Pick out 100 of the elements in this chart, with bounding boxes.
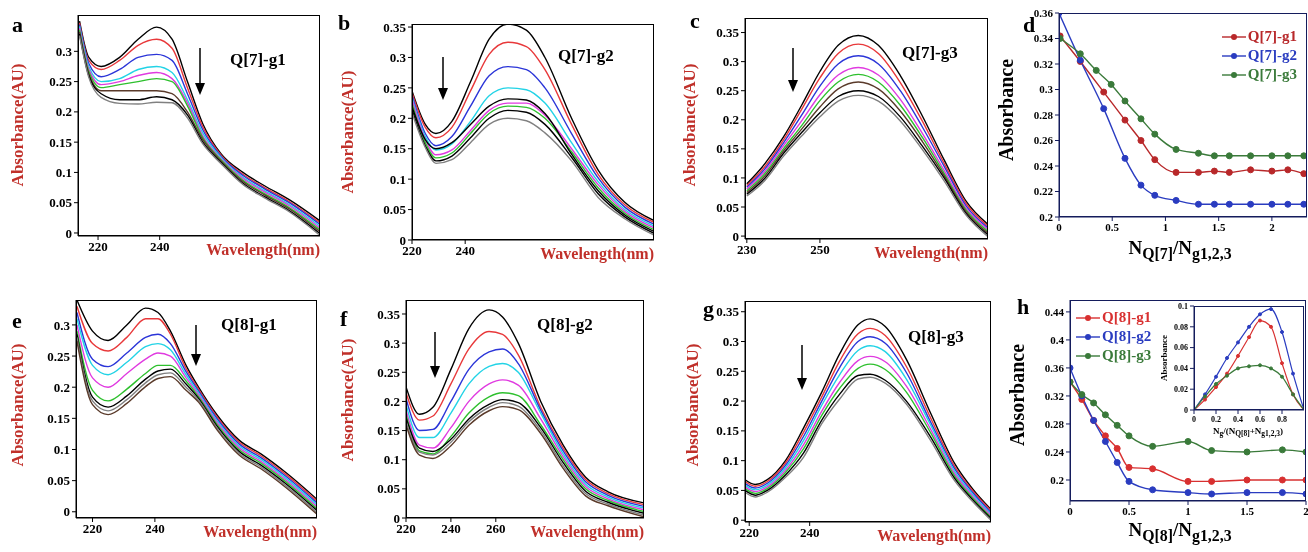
y-tick-label: 0.2 xyxy=(389,110,406,126)
chart-title: g xyxy=(703,296,714,321)
x-tick-label: 220 xyxy=(82,521,103,537)
x-tick-label: 2 xyxy=(1269,220,1276,233)
y-tick-label: 0.06 xyxy=(1174,343,1188,353)
y-tick-label: 0.3 xyxy=(53,317,71,333)
y-tick-label: 0.28 xyxy=(1033,108,1054,121)
y-tick-label: 0.1 xyxy=(722,170,739,186)
y-tick-label: 0.1 xyxy=(55,165,72,181)
y-tick-label: 0.3 xyxy=(722,54,740,70)
y-axis-title: Absorbance xyxy=(1159,334,1169,382)
y-tick-label: 0.15 xyxy=(47,410,71,426)
x-tick-label: 220 xyxy=(739,525,759,541)
y-tick-label: 0.25 xyxy=(716,83,740,99)
x-tick-label: 1.5 xyxy=(1240,504,1255,517)
y-axis-title: Absorbance(AU) xyxy=(338,70,358,194)
x-tick-label: 0.4 xyxy=(1233,414,1243,424)
x-tick-label: 0 xyxy=(1192,414,1196,424)
legend-label: Q[8]-g2 xyxy=(1102,327,1152,346)
y-tick-label: 0.08 xyxy=(1174,322,1188,332)
y-tick-label: 0.26 xyxy=(1033,134,1054,147)
x-tick-label: 260 xyxy=(486,521,506,537)
y-axis-title: Absorbance(AU) xyxy=(338,338,358,462)
x-axis-title: N$_{Q[8]}$/N$_{g1,2,3}$ xyxy=(1128,519,1232,545)
y-tick-label: 0.3 xyxy=(383,335,401,351)
y-tick-label: 0.36 xyxy=(1044,361,1065,374)
legend-label: Q[7]-g3 xyxy=(1247,65,1297,84)
x-tick-label: 1 xyxy=(1162,220,1169,233)
y-tick-label: 0.4 xyxy=(1050,333,1065,346)
x-axis-title: Wavelength(nm) xyxy=(200,523,317,541)
y-tick-label: 0.24 xyxy=(1044,445,1065,458)
legend-label: Q[8]-g3 xyxy=(1102,346,1152,365)
x-axis-title: Wavelength(nm) xyxy=(537,245,654,263)
y-tick-label: 0.2 xyxy=(383,394,400,410)
y-tick-label: 0.2 xyxy=(1050,473,1065,486)
y-tick-label: 0.02 xyxy=(1174,385,1188,395)
chart-title: h xyxy=(1017,294,1030,319)
y-tick-label: 0.15 xyxy=(716,423,740,439)
y-axis-title: Absorbance xyxy=(994,58,1018,162)
annotation: Q[8]-g2 xyxy=(537,315,593,335)
y-tick-label: 0.05 xyxy=(49,195,73,211)
y-tick-label: 0.36 xyxy=(1033,6,1054,19)
x-tick-label: 1.5 xyxy=(1211,220,1227,233)
y-tick-label: 0.15 xyxy=(716,141,740,157)
x-tick-label: 240 xyxy=(145,521,165,537)
y-tick-label: 0.22 xyxy=(1033,185,1054,198)
chart-title: e xyxy=(12,308,22,333)
chart-title: c xyxy=(690,8,700,33)
y-axis-title: Absorbance(AU) xyxy=(8,343,28,467)
x-tick-label: 0.5 xyxy=(1105,220,1120,233)
x-tick-label: 0.2 xyxy=(1211,414,1221,424)
y-tick-label: 0.2 xyxy=(1039,210,1054,223)
y-tick-label: 0.04 xyxy=(1174,364,1188,374)
x-tick-label: 250 xyxy=(810,242,830,258)
y-tick-label: 0.32 xyxy=(1044,389,1065,402)
y-tick-label: 0.1 xyxy=(722,453,739,469)
annotation: Q[8]-g3 xyxy=(908,327,964,347)
y-axis-title: Absorbance(AU) xyxy=(8,63,28,187)
annotation: Q[7]-g3 xyxy=(902,43,958,63)
y-tick-label: 0.05 xyxy=(383,202,407,218)
y-tick-label: 0.3 xyxy=(389,50,407,66)
annotation: Q[7]-g2 xyxy=(558,46,614,66)
y-tick-label: 0.25 xyxy=(716,363,740,379)
chart-title: b xyxy=(338,10,351,35)
y-tick-label: 0.35 xyxy=(716,25,740,41)
y-axis-title: Absorbance(AU) xyxy=(683,343,703,467)
y-axis-title: Absorbance xyxy=(1005,343,1029,447)
chart-title: a xyxy=(12,12,23,37)
y-tick-label: 0.2 xyxy=(53,379,70,395)
y-tick-label: 0.1 xyxy=(389,171,406,187)
legend-label: Q[8]-g1 xyxy=(1102,308,1152,327)
x-tick-label: 240 xyxy=(799,525,820,541)
x-tick-label: 1 xyxy=(1185,504,1191,517)
x-tick-label: 0.6 xyxy=(1255,414,1265,424)
x-tick-label: 240 xyxy=(455,243,475,259)
x-tick-label: 0.8 xyxy=(1277,414,1287,424)
y-tick-label: 0.35 xyxy=(716,304,740,320)
legend-label: Q[7]-g1 xyxy=(1247,27,1297,46)
y-tick-label: 0.3 xyxy=(722,334,740,350)
x-tick-label: 240 xyxy=(441,521,461,537)
y-tick-label: 0 xyxy=(1184,405,1188,415)
y-tick-label: 0.3 xyxy=(55,43,73,59)
y-tick-label: 0.05 xyxy=(47,473,71,489)
y-tick-label: 0.2 xyxy=(55,104,72,120)
x-axis-title: N$_{Q[7]}$/N$_{g1,2,3}$ xyxy=(1128,237,1232,263)
y-tick-label: 0.28 xyxy=(1044,417,1065,430)
legend-label: Q[7]-g2 xyxy=(1247,46,1297,65)
x-tick-label: 230 xyxy=(737,242,757,258)
y-tick-label: 0.15 xyxy=(383,141,407,157)
y-axis-title: Absorbance(AU) xyxy=(680,63,700,187)
x-axis-title: Wavelength(nm) xyxy=(203,241,320,259)
x-tick-label: 240 xyxy=(149,239,170,255)
x-axis-title: Wavelength(nm) xyxy=(527,523,644,541)
y-tick-label: 0.25 xyxy=(377,364,401,380)
x-tick-label: 0.5 xyxy=(1122,504,1137,517)
y-tick-label: 0.32 xyxy=(1033,57,1054,70)
y-tick-label: 0.1 xyxy=(1178,301,1188,311)
y-tick-label: 0.24 xyxy=(1033,159,1054,172)
y-tick-label: 0.25 xyxy=(47,348,71,364)
chart-title: f xyxy=(340,306,348,331)
